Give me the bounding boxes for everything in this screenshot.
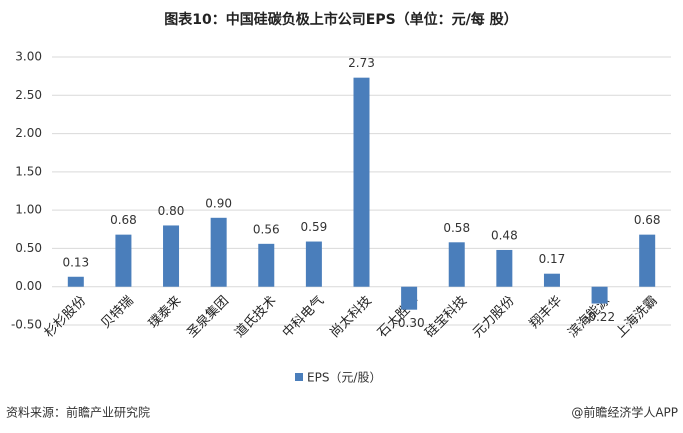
y-tick-label: 0.00: [15, 279, 42, 293]
x-tick-label: 元力股份: [470, 293, 517, 340]
source: 资料来源：前瞻产业研究院: [6, 405, 150, 420]
value-label: 0.59: [301, 220, 328, 234]
bar: [591, 286, 608, 304]
y-tick-label: 1.00: [15, 203, 42, 217]
value-label: 0.56: [253, 222, 280, 236]
legend-swatch: [295, 373, 303, 381]
x-tick-label: 中科电气: [279, 293, 327, 341]
x-tick-label: 硅宝科技: [423, 293, 470, 340]
value-label: 0.58: [443, 221, 470, 235]
value-label: 0.17: [539, 252, 566, 266]
value-label: 2.73: [348, 56, 375, 70]
bar: [448, 242, 465, 287]
value-label: 0.80: [158, 204, 185, 218]
x-tick-label: 璞泰来: [146, 293, 184, 331]
value-label: 0.90: [205, 196, 232, 210]
x-tick-label: 道氏技术: [232, 293, 279, 340]
value-label: -0.30: [394, 316, 425, 330]
value-label: 0.68: [110, 213, 137, 227]
value-label: 0.13: [62, 255, 89, 269]
y-tick-label: 0.50: [15, 241, 42, 255]
y-tick-label: 1.50: [15, 164, 42, 178]
legend-label: EPS（元/股）: [307, 371, 381, 385]
bar: [258, 243, 275, 287]
y-tick-label: 2.50: [15, 88, 42, 102]
x-tick-label: 贝特瑞: [99, 293, 137, 331]
x-tick-label: 杉杉股份: [42, 293, 89, 340]
bar: [163, 225, 180, 287]
x-tick-label: 尚太科技: [327, 293, 374, 340]
credit: @前瞻经济学人APP: [571, 405, 678, 420]
y-tick-label: 2.00: [15, 126, 42, 140]
x-tick-label: 上海洗霸: [613, 293, 660, 340]
bar: [639, 234, 656, 287]
bar: [115, 234, 132, 287]
bar: [353, 77, 370, 287]
bar: [496, 249, 513, 287]
y-tick-label: -0.50: [11, 318, 42, 332]
bar: [210, 217, 227, 287]
x-tick-label: 翔丰华: [527, 293, 565, 331]
bar: [305, 241, 322, 287]
x-tick-label: 圣泉集团: [184, 293, 232, 341]
y-tick-label: 3.00: [15, 50, 42, 64]
bar: [543, 273, 560, 287]
chart-title: 图表10：中国硅碳负极上市公司EPS（单位：元/每 股）: [164, 11, 517, 28]
value-label: 0.48: [491, 228, 518, 242]
bar: [67, 276, 84, 287]
value-label: -0.22: [584, 310, 615, 324]
value-label: 0.68: [634, 213, 661, 227]
bar: [401, 286, 418, 310]
